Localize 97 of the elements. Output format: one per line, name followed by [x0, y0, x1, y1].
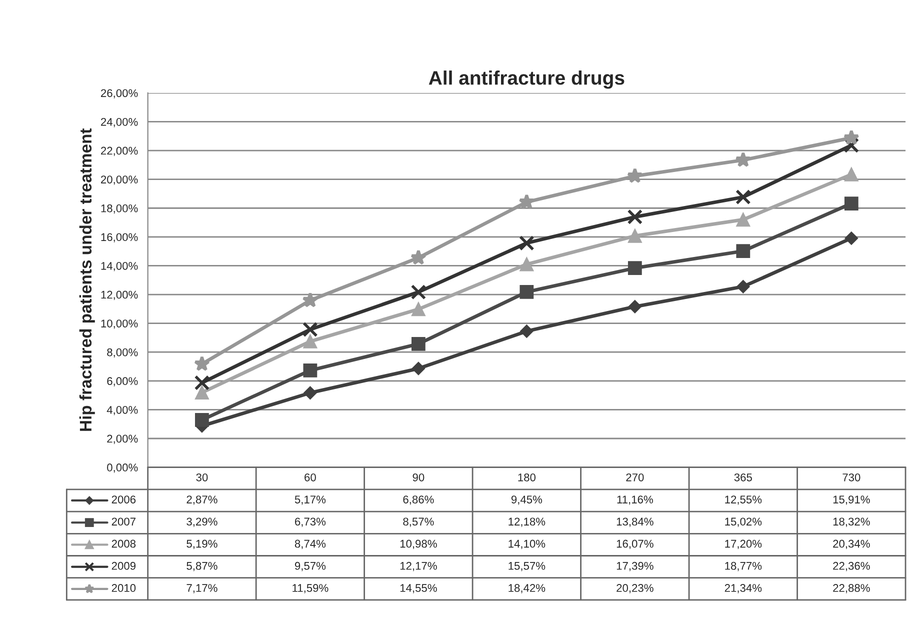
- point: [194, 375, 210, 390]
- data-label: 21,34%: [724, 584, 762, 594]
- point: [195, 386, 209, 400]
- point: [844, 196, 858, 210]
- x-tick-label: 30: [196, 473, 208, 482]
- y-tick-label: 20,00%: [100, 176, 138, 185]
- y-tick-label: 4,00%: [106, 406, 138, 416]
- x-tick-label: 180: [518, 473, 536, 482]
- data-label: 9,57%: [294, 562, 326, 572]
- data-label: 5,19%: [186, 540, 218, 549]
- point: [519, 235, 534, 251]
- y-tick-label: 6,00%: [107, 377, 138, 386]
- data-label: 5,87%: [186, 562, 218, 572]
- point: [843, 130, 860, 145]
- data-label: 6,73%: [295, 518, 326, 527]
- data-label: 12,17%: [400, 562, 437, 572]
- data-label: 15,02%: [725, 518, 762, 527]
- point: [411, 336, 426, 351]
- x-tick-label: 270: [626, 473, 644, 482]
- point: [628, 261, 642, 275]
- data-label: 17,39%: [616, 562, 654, 572]
- data-label: 10,98%: [400, 540, 437, 549]
- point: [410, 284, 426, 300]
- data-label: 12,18%: [508, 518, 546, 527]
- chart-title: All antifracture drugs: [428, 70, 624, 89]
- point: [304, 386, 317, 400]
- point: [303, 363, 318, 378]
- point: [844, 167, 858, 182]
- point: [626, 168, 643, 184]
- data-label: 15,91%: [833, 496, 870, 505]
- y-axis-title: Hip fractured patients under treatment: [79, 128, 95, 431]
- y-tick-label: 24,00%: [100, 118, 138, 128]
- y-tick-label: 22,00%: [100, 146, 138, 156]
- point: [735, 152, 752, 168]
- data-label: 22,36%: [833, 562, 870, 572]
- data-label: 18,32%: [833, 518, 870, 527]
- data-label: 14,55%: [400, 584, 437, 594]
- data-label: 11,59%: [292, 584, 328, 594]
- y-tick-label: 14,00%: [101, 262, 138, 272]
- data-label: 8,57%: [403, 518, 434, 527]
- point: [195, 412, 209, 427]
- point: [411, 302, 426, 316]
- point: [410, 249, 426, 265]
- point: [628, 300, 642, 314]
- point: [736, 244, 750, 258]
- data-label: 2,87%: [186, 496, 218, 505]
- data-label: 11,16%: [617, 496, 653, 505]
- data-label: 3,29%: [186, 518, 218, 527]
- point: [302, 322, 318, 338]
- y-tick-label: 18,00%: [101, 204, 138, 214]
- y-tick-label: 26,00%: [100, 89, 138, 98]
- data-label: 8,74%: [294, 540, 326, 549]
- data-label: 7,17%: [186, 584, 218, 594]
- point: [736, 212, 750, 227]
- data-label: 5,17%: [294, 496, 326, 505]
- point: [628, 228, 642, 243]
- point: [412, 362, 426, 376]
- y-tick-label: 10,00%: [101, 320, 138, 329]
- data-label: 18,77%: [725, 562, 762, 572]
- legend-label: 2010: [112, 584, 136, 592]
- x-tick-label: 60: [304, 473, 316, 482]
- x-tick-label: 90: [412, 473, 424, 482]
- point: [736, 280, 750, 294]
- point: [520, 284, 534, 299]
- data-label: 15,57%: [508, 562, 546, 572]
- point: [303, 334, 318, 348]
- y-tick-label: 12,00%: [101, 290, 138, 300]
- point: [736, 189, 751, 205]
- data-label: 14,10%: [508, 540, 546, 549]
- point: [844, 138, 860, 153]
- point: [520, 324, 534, 338]
- y-tick-label: 16,00%: [101, 233, 138, 242]
- x-tick-label: 365: [734, 473, 752, 482]
- data-label: 18,42%: [508, 584, 546, 594]
- legend-label: 2008: [112, 540, 136, 548]
- legend-label: 2006: [112, 496, 136, 504]
- data-label: 20,23%: [616, 584, 654, 594]
- data-label: 17,20%: [725, 540, 762, 549]
- y-tick-label: 0,00%: [107, 464, 138, 473]
- point: [518, 194, 535, 210]
- point: [627, 209, 643, 225]
- data-label: 9,45%: [511, 496, 542, 505]
- y-tick-label: 2,00%: [107, 434, 138, 444]
- point: [520, 257, 534, 272]
- point: [194, 356, 210, 372]
- point: [844, 232, 858, 245]
- legend-label: 2007: [112, 518, 136, 526]
- data-label: 16,07%: [616, 540, 654, 549]
- y-tick-label: 8,00%: [107, 348, 138, 358]
- data-label: 6,86%: [403, 496, 434, 505]
- data-label: 12,55%: [725, 496, 762, 505]
- legend-label: 2009: [112, 562, 136, 570]
- data-label: 22,88%: [833, 584, 870, 594]
- data-label: 20,34%: [833, 540, 870, 549]
- point: [302, 292, 318, 308]
- data-label: 13,84%: [616, 518, 654, 527]
- x-tick-label: 730: [842, 473, 860, 482]
